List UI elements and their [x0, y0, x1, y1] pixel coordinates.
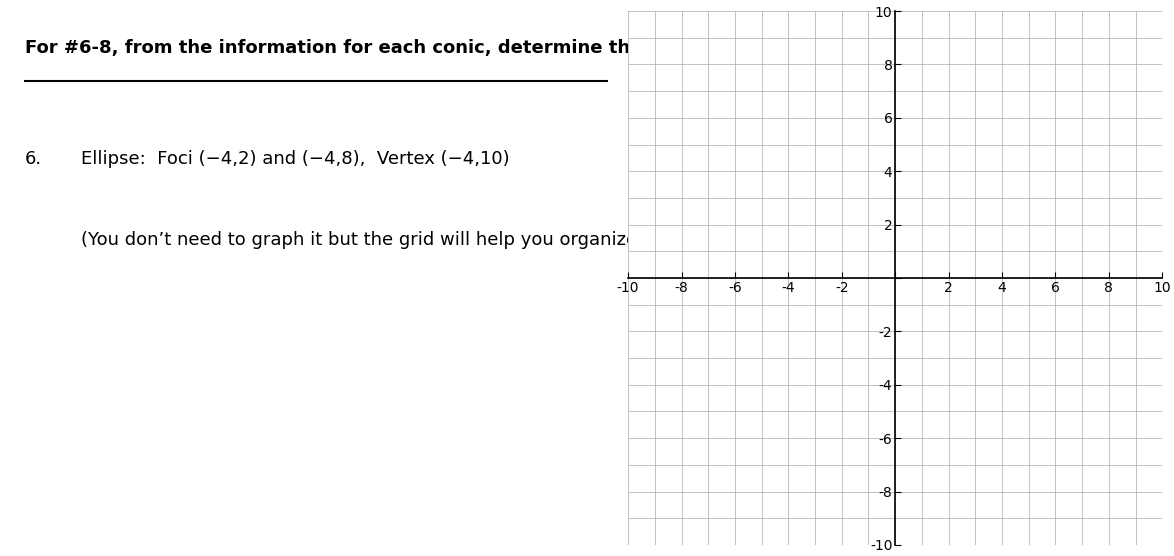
Text: For #6-8, from the information for each conic, determine the equation of the con: For #6-8, from the information for each …	[25, 39, 870, 57]
Text: (You don’t need to graph it but the grid will help you organize the information.: (You don’t need to graph it but the grid…	[81, 231, 795, 249]
Text: Ellipse:  Foci (−4,2) and (−4,8),  Vertex (−4,10): Ellipse: Foci (−4,2) and (−4,8), Vertex …	[81, 150, 510, 168]
Text: 6.: 6.	[25, 150, 42, 168]
